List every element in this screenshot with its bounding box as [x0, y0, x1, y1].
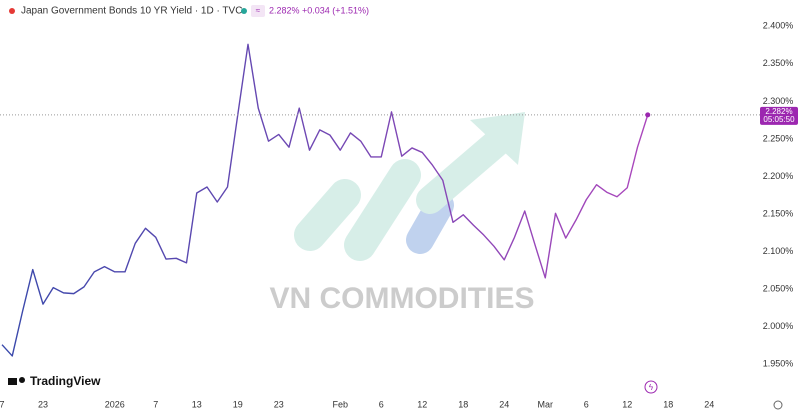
- y-tick-label: 2.150%: [763, 208, 794, 218]
- price-tag-countdown: 05:05:50: [763, 115, 795, 124]
- event-icon-bolt[interactable]: ϟ: [649, 383, 654, 392]
- y-tick-label: 2.050%: [763, 283, 794, 293]
- x-tick-label: 18: [663, 399, 673, 409]
- brand-logo: [8, 377, 25, 385]
- header-change: +0.034 (+1.51%): [302, 5, 369, 15]
- badge: [251, 5, 265, 17]
- x-tick-label: 12: [417, 399, 427, 409]
- price-tag: [760, 106, 798, 125]
- y-tick-label: 2.350%: [763, 58, 794, 68]
- x-tick-label: 7: [0, 399, 5, 409]
- x-tick-label: 13: [192, 399, 202, 409]
- last-point: [645, 112, 651, 118]
- x-tick-label: 6: [379, 399, 384, 409]
- header-price: 2.282%: [269, 5, 300, 15]
- x-tick-label: 23: [274, 399, 284, 409]
- settings-icon[interactable]: [773, 400, 783, 410]
- x-tick-label: Feb: [332, 399, 348, 409]
- y-tick-label: 2.200%: [763, 171, 794, 181]
- x-tick-label: Mar: [538, 399, 554, 409]
- brand: TradingView: [30, 374, 101, 388]
- event-icon[interactable]: [644, 380, 658, 394]
- price-line: [1, 43, 649, 357]
- chart-title: Japan Government Bonds 10 YR Yield · 1D …: [21, 6, 242, 17]
- market-dot: [241, 8, 247, 14]
- x-tick-label: 7: [153, 399, 158, 409]
- x-tick-label: 24: [499, 399, 509, 409]
- x-tick-label: 24: [704, 399, 714, 409]
- y-tick-label: 2.100%: [763, 246, 794, 256]
- x-tick-label: 12: [622, 399, 632, 409]
- x-tick-label: 2026: [105, 399, 125, 409]
- x-tick-label: 6: [584, 399, 589, 409]
- y-tick-label: 2.300%: [763, 96, 794, 106]
- watermark-text: VN COMMODITIES: [269, 282, 534, 315]
- y-tick-label: 2.000%: [763, 321, 794, 331]
- x-tick-label: 23: [38, 399, 48, 409]
- y-tick-label: 1.950%: [763, 359, 794, 369]
- badge-icon: ≈: [256, 6, 261, 15]
- y-tick-label: 2.400%: [763, 21, 794, 31]
- x-tick-label: 19: [233, 399, 243, 409]
- price-tag-value: 2.282%: [765, 107, 792, 116]
- y-tick-label: 2.250%: [763, 133, 794, 143]
- x-tick-label: 18: [458, 399, 468, 409]
- watermark-logo: [294, 112, 525, 261]
- status-dot: [9, 8, 15, 14]
